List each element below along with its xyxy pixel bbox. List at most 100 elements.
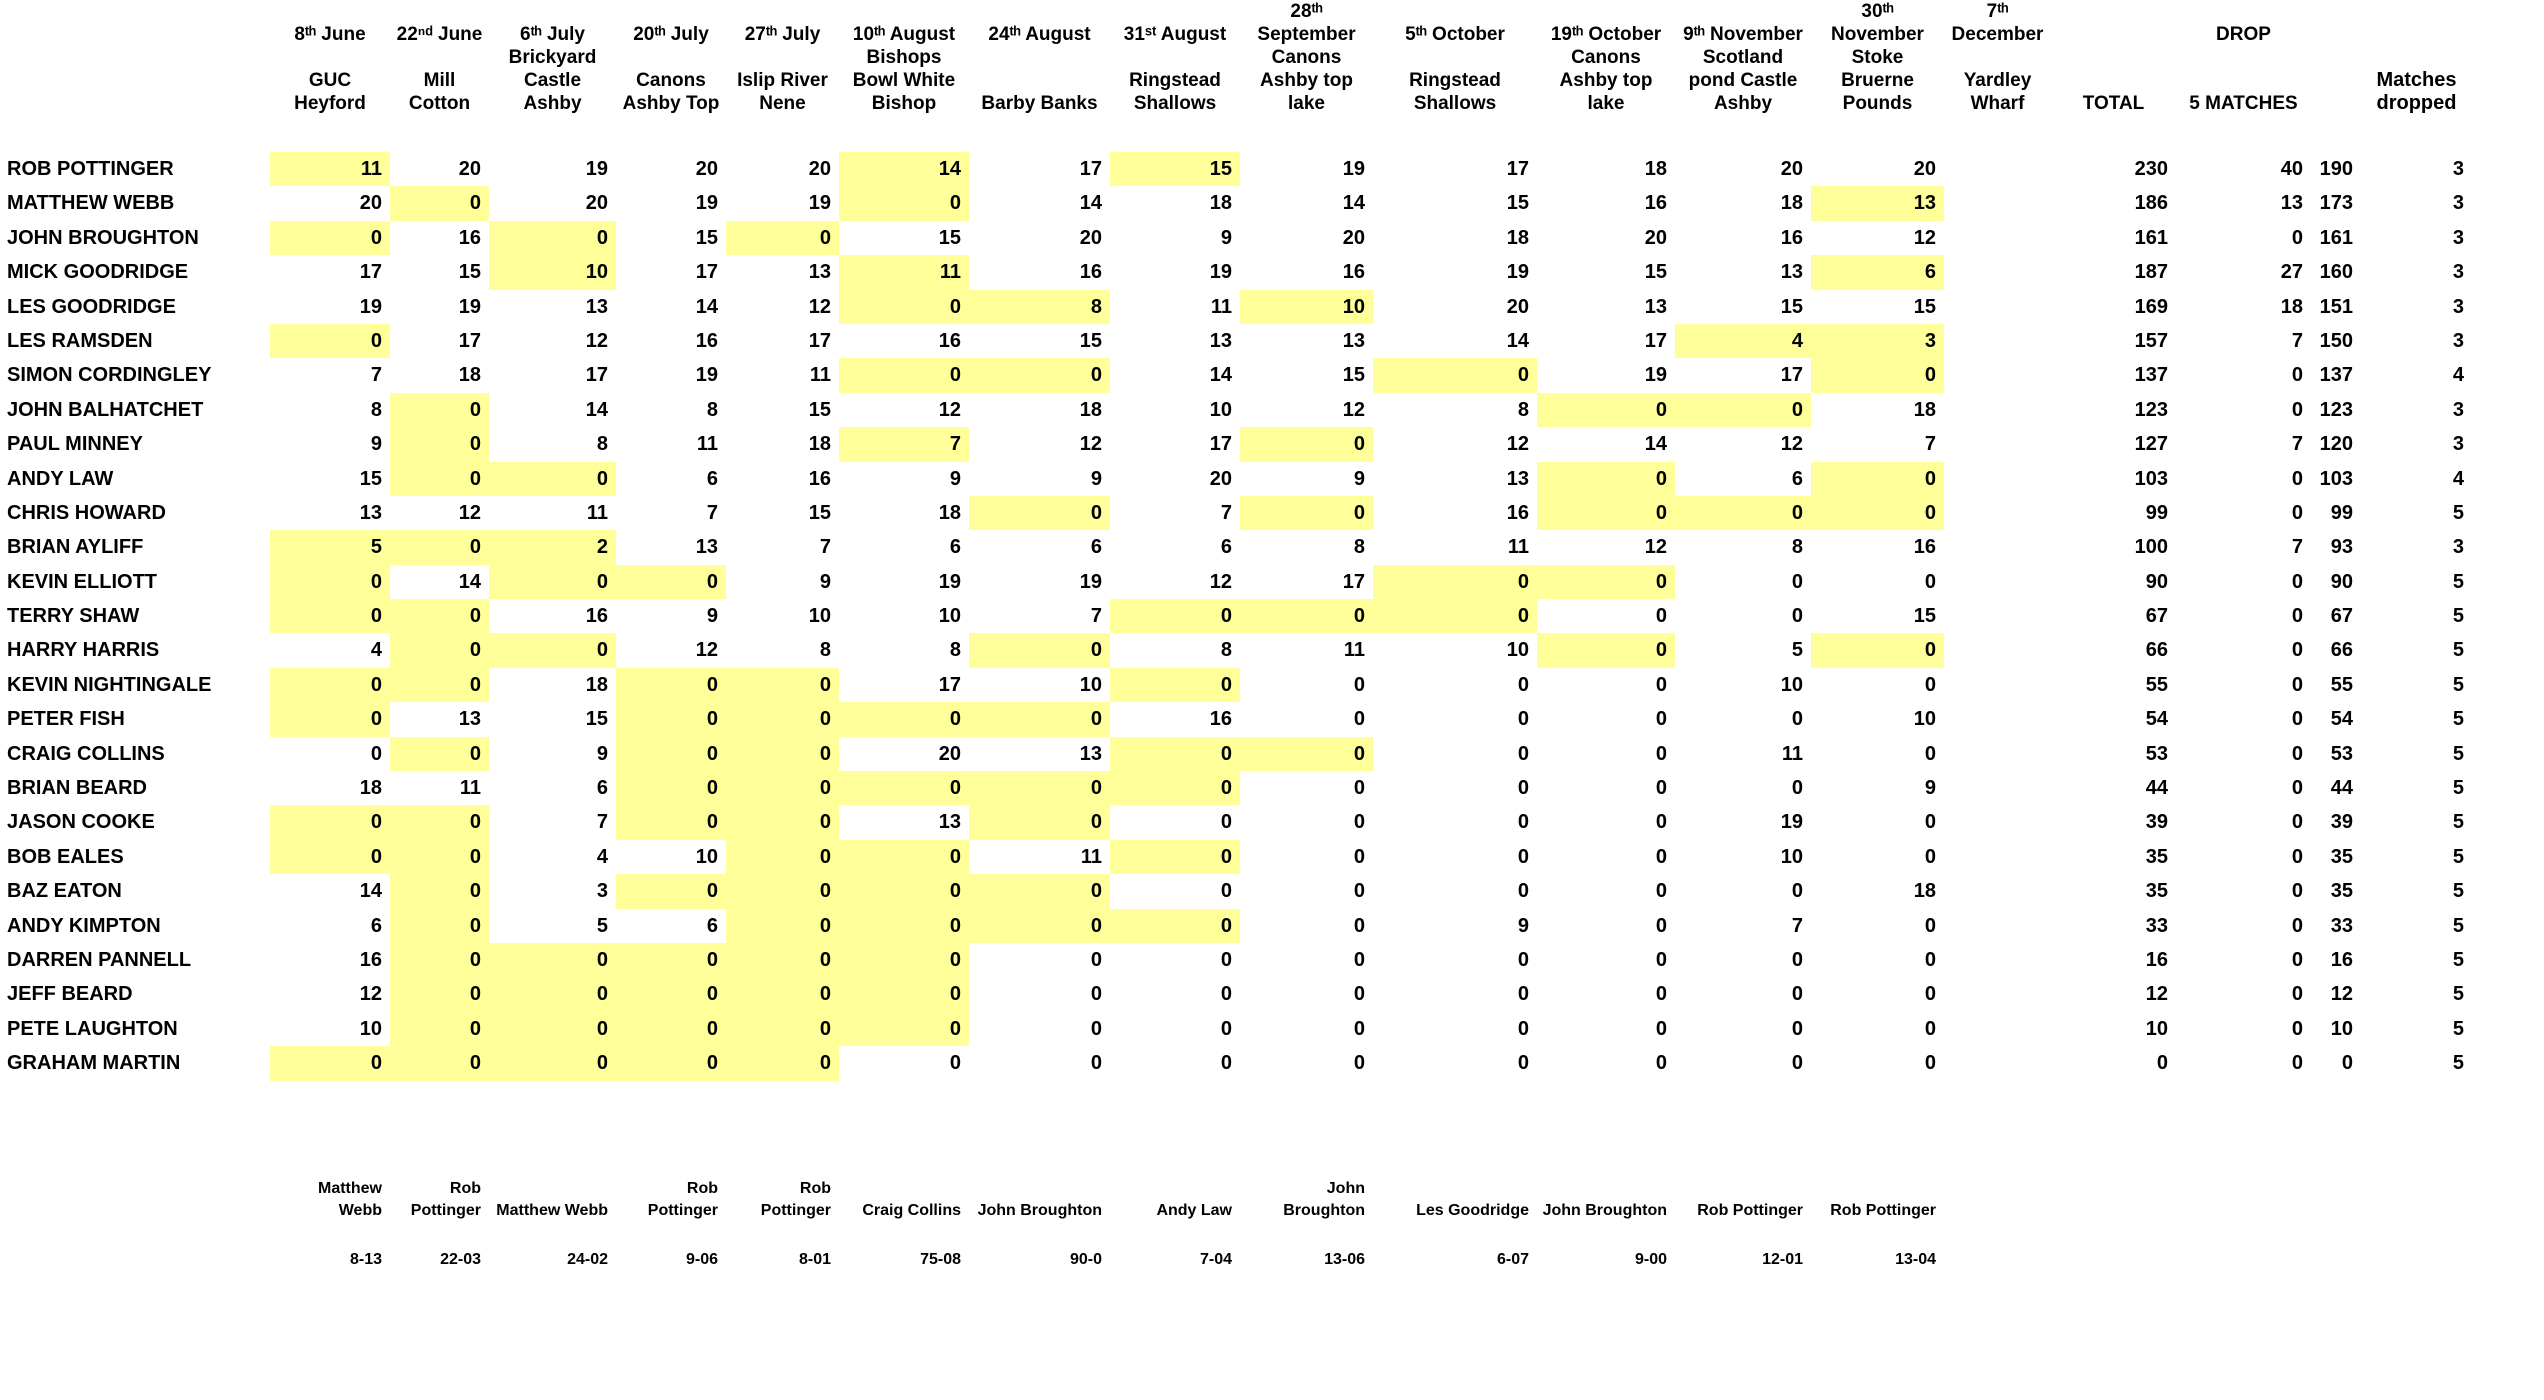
score-cell[interactable]: 0 [1240, 427, 1373, 462]
score-cell[interactable]: 17 [585, 364, 608, 387]
score-cell[interactable]: 8 [969, 289, 1110, 324]
score-cell[interactable]: 9 [370, 433, 382, 456]
score-cell[interactable]: 16 [808, 467, 831, 490]
score-cell-empty[interactable] [1944, 737, 2051, 771]
score-cell[interactable]: 0 [270, 805, 390, 840]
score-cell[interactable]: 0 [489, 1046, 616, 1081]
score-cell[interactable]: 0 [726, 839, 839, 875]
score-cell[interactable]: 0 [1240, 599, 1373, 634]
score-cell[interactable]: 7 [596, 811, 608, 834]
score-cell[interactable]: 0 [1090, 948, 1102, 971]
score-cell[interactable]: 15 [359, 467, 382, 490]
score-cell[interactable]: 0 [1353, 777, 1365, 800]
total-cell[interactable]: 33 [2145, 914, 2168, 937]
score-cell[interactable]: 0 [1655, 914, 1667, 937]
drop-points-cell[interactable]: 0 [2291, 467, 2303, 490]
total-after-drop-cell[interactable]: 66 [2330, 639, 2353, 662]
score-cell[interactable]: 0 [1655, 811, 1667, 834]
angler-name[interactable]: JOHN BROUGHTON [7, 226, 199, 249]
score-cell[interactable]: 9 [596, 742, 608, 765]
score-cell[interactable]: 0 [1537, 495, 1675, 531]
score-cell[interactable]: 8 [1517, 398, 1529, 421]
score-cell[interactable]: 0 [1924, 570, 1936, 593]
score-cell[interactable]: 7 [706, 501, 718, 524]
score-cell[interactable]: 11 [459, 777, 481, 800]
score-cell[interactable]: 0 [1353, 1052, 1365, 1075]
score-cell-empty[interactable] [1944, 977, 2051, 1011]
score-cell[interactable]: 18 [808, 433, 831, 456]
score-cell[interactable]: 16 [695, 329, 718, 352]
score-cell[interactable]: 11 [1507, 536, 1529, 559]
total-after-drop-cell[interactable]: 120 [2319, 433, 2353, 456]
angler-name[interactable]: ANDY LAW [7, 467, 114, 490]
score-cell[interactable]: 6 [1090, 536, 1102, 559]
score-cell[interactable]: 0 [726, 1011, 839, 1047]
score-cell[interactable]: 12 [1780, 433, 1803, 456]
score-cell[interactable]: 13 [359, 501, 382, 524]
score-cell[interactable]: 3 [596, 880, 608, 903]
winning-weight-cell-10[interactable]: 9-00 [1634, 1251, 1667, 1268]
score-cell[interactable]: 0 [1791, 605, 1803, 628]
score-cell[interactable]: 10 [1506, 639, 1529, 662]
score-cell[interactable]: 0 [616, 977, 726, 1012]
score-cell[interactable]: 12 [808, 295, 831, 318]
score-cell[interactable]: 0 [1675, 392, 1811, 428]
score-cell[interactable]: 0 [616, 667, 726, 703]
total-after-drop-cell[interactable]: 190 [2319, 158, 2353, 180]
score-cell[interactable]: 0 [1537, 461, 1675, 496]
score-cell[interactable]: 0 [969, 771, 1110, 806]
score-cell[interactable]: 16 [1079, 261, 1102, 284]
score-cell[interactable]: 9 [819, 570, 831, 593]
score-cell[interactable]: 0 [390, 839, 489, 875]
score-cell[interactable]: 20 [585, 192, 608, 215]
score-cell[interactable]: 13 [1079, 742, 1102, 765]
score-cell[interactable]: 0 [1373, 564, 1537, 600]
score-cell[interactable]: 0 [616, 942, 726, 978]
score-cell[interactable]: 0 [1655, 742, 1667, 765]
angler-name[interactable]: BRIAN BEARD [7, 777, 147, 800]
score-cell[interactable]: 0 [390, 667, 489, 703]
score-cell[interactable]: 14 [585, 398, 608, 421]
drop-points-cell[interactable]: 0 [2291, 570, 2303, 593]
score-cell[interactable]: 6 [706, 467, 718, 490]
score-cell[interactable]: 0 [270, 702, 390, 737]
score-cell[interactable]: 20 [1209, 467, 1232, 490]
score-cell[interactable]: 0 [839, 839, 969, 875]
score-cell[interactable]: 20 [1506, 295, 1529, 318]
score-cell[interactable]: 0 [1353, 811, 1365, 834]
score-cell[interactable]: 0 [1811, 358, 1944, 393]
score-cell[interactable]: 11 [586, 501, 608, 524]
score-cell[interactable]: 7 [839, 427, 969, 462]
score-cell-empty[interactable] [1944, 599, 2051, 633]
score-cell[interactable]: 0 [1090, 1052, 1102, 1075]
matches-dropped-cell[interactable]: 3 [2452, 398, 2464, 421]
score-cell[interactable]: 0 [270, 599, 390, 634]
score-cell[interactable]: 15 [1780, 295, 1803, 318]
total-cell[interactable]: 66 [2145, 639, 2168, 662]
score-cell[interactable]: 15 [1913, 295, 1936, 318]
total-cell[interactable]: 169 [2134, 295, 2168, 318]
score-cell[interactable]: 0 [270, 839, 390, 875]
match-winner-cell-3[interactable]: Rob Pottinger [647, 1180, 718, 1219]
total-cell[interactable]: 35 [2145, 845, 2168, 868]
score-cell[interactable]: 11 [809, 364, 831, 387]
score-cell[interactable]: 0 [1110, 908, 1240, 943]
score-cell[interactable]: 15 [1506, 192, 1529, 215]
score-cell[interactable]: 18 [1780, 192, 1803, 215]
score-cell[interactable]: 13 [695, 536, 718, 559]
match-winner-cell-6[interactable]: John Broughton [977, 1202, 1102, 1219]
angler-name[interactable]: BAZ EATON [7, 880, 122, 903]
total-after-drop-cell[interactable]: 39 [2330, 811, 2353, 834]
score-cell[interactable]: 13 [1342, 329, 1365, 352]
score-cell[interactable]: 5 [270, 530, 390, 565]
score-cell[interactable]: 0 [1353, 708, 1365, 731]
score-cell[interactable]: 20 [1913, 158, 1936, 180]
angler-name[interactable]: PETE LAUGHTON [7, 1017, 178, 1040]
score-cell[interactable]: 14 [1079, 192, 1102, 215]
score-cell[interactable]: 6 [1811, 255, 1944, 290]
score-cell[interactable]: 0 [270, 323, 390, 359]
score-cell[interactable]: 14 [359, 880, 382, 903]
score-cell[interactable]: 18 [1506, 226, 1529, 249]
matches-dropped-cell[interactable]: 5 [2452, 605, 2464, 628]
score-cell[interactable]: 10 [1913, 708, 1936, 731]
